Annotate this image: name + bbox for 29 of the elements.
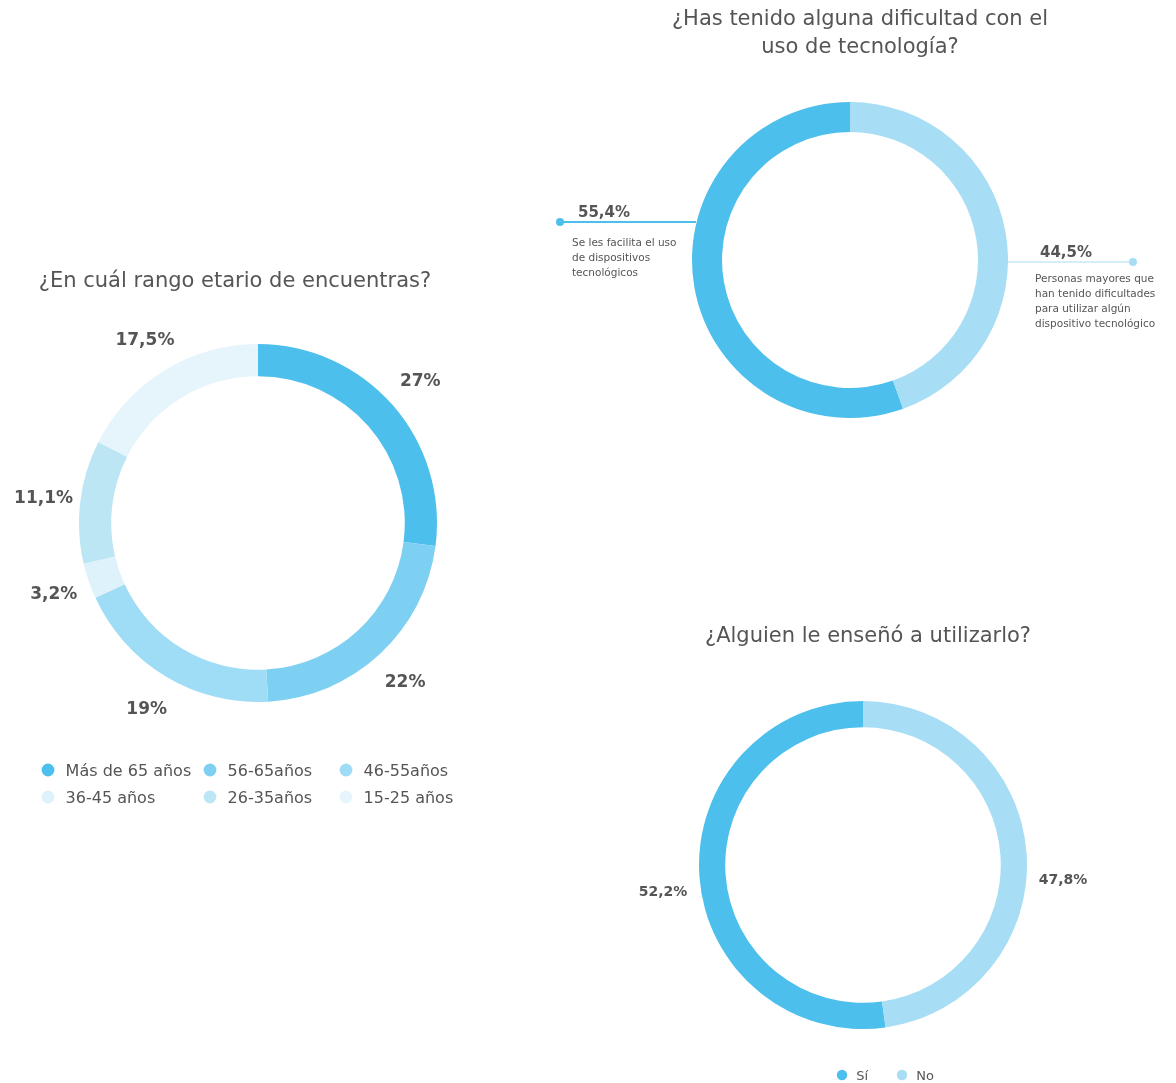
data-label: 22% bbox=[384, 671, 426, 692]
data-label: 3,2% bbox=[30, 583, 78, 604]
donut-slice bbox=[266, 541, 436, 702]
data-label: 52,2% bbox=[638, 883, 688, 899]
donut-slice bbox=[79, 442, 128, 564]
legend-label: 56-65años bbox=[227, 760, 313, 780]
data-label: 17,5% bbox=[115, 328, 175, 349]
chart-title: ¿Has tenido alguna dificultad con el uso de tecnología? bbox=[671, 6, 1049, 58]
chart-title: ¿Alguien le enseñó a utilizarlo? bbox=[704, 623, 1032, 647]
donut-slice bbox=[95, 584, 269, 702]
donut-slice bbox=[863, 701, 1027, 1028]
slice-label: Se les facilita el uso de dispositivos tecnológicos bbox=[572, 236, 677, 278]
donut-slice bbox=[83, 556, 125, 598]
legend-label: 36-45 años bbox=[65, 787, 156, 807]
legend-label: No bbox=[916, 1067, 935, 1083]
chart-title: ¿En cuál rango etario de encuentras? bbox=[38, 268, 432, 292]
data-label: 11,1% bbox=[14, 487, 74, 508]
legend-label: 26-35años bbox=[227, 787, 313, 807]
data-label: 44,5% bbox=[1040, 243, 1093, 261]
legend-label: 46-55años bbox=[363, 760, 449, 780]
legend-label: 15-25 años bbox=[363, 787, 454, 807]
data-label: 55,4% bbox=[578, 203, 631, 221]
data-label: 27% bbox=[399, 370, 441, 391]
data-label: 47,8% bbox=[1038, 871, 1088, 887]
legend-label: Más de 65 años bbox=[65, 760, 192, 780]
legend-label: Personas mayores que han tenido dificultades para utilizar algún dispositivo tecnológico bbox=[1035, 272, 1156, 329]
legend-label: Sí bbox=[856, 1067, 869, 1083]
data-label: 19% bbox=[126, 698, 168, 719]
donut-slice bbox=[699, 701, 886, 1029]
